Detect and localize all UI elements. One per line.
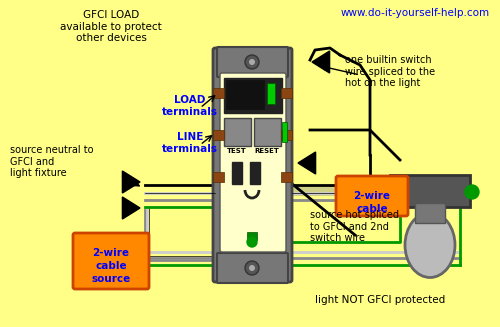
Circle shape — [247, 237, 257, 247]
Text: one builtin switch
wire spliced to the
hot on the light: one builtin switch wire spliced to the h… — [345, 55, 435, 88]
Polygon shape — [122, 197, 140, 219]
Bar — [224, 78, 282, 113]
Bar — [213, 88, 224, 98]
Bar — [390, 175, 470, 207]
Polygon shape — [122, 171, 140, 193]
Bar — [383, 182, 393, 194]
Bar — [282, 122, 287, 142]
Text: source hot spliced
to GFCI and 2nd
switch wire: source hot spliced to GFCI and 2nd switc… — [310, 210, 399, 243]
Bar — [226, 80, 264, 109]
Text: 2-wire: 2-wire — [354, 191, 391, 201]
Bar — [281, 172, 292, 182]
Text: TEST: TEST — [227, 148, 247, 154]
FancyBboxPatch shape — [336, 176, 408, 216]
Bar — [281, 88, 292, 98]
Text: LOAD
terminals: LOAD terminals — [162, 95, 218, 117]
FancyBboxPatch shape — [217, 47, 288, 77]
FancyBboxPatch shape — [220, 73, 286, 252]
Circle shape — [245, 261, 259, 275]
Bar — [224, 118, 251, 146]
FancyBboxPatch shape — [73, 233, 149, 289]
Polygon shape — [298, 152, 316, 174]
Bar — [415, 203, 445, 223]
Text: source neutral to
GFCI and
light fixture: source neutral to GFCI and light fixture — [10, 145, 94, 178]
Bar — [213, 172, 224, 182]
Text: source: source — [92, 274, 130, 284]
FancyBboxPatch shape — [217, 253, 288, 283]
Text: LINE
terminals: LINE terminals — [162, 132, 218, 154]
FancyBboxPatch shape — [213, 48, 292, 282]
Text: cable: cable — [95, 261, 127, 271]
Bar — [213, 130, 224, 140]
Bar — [281, 130, 292, 140]
Text: GFCI LOAD
available to protect
other devices: GFCI LOAD available to protect other dev… — [60, 10, 162, 43]
Circle shape — [245, 55, 259, 69]
Text: cable: cable — [356, 204, 388, 214]
Ellipse shape — [405, 213, 455, 278]
Circle shape — [249, 59, 255, 65]
Text: www.do-it-yourself-help.com: www.do-it-yourself-help.com — [341, 8, 490, 18]
Bar — [232, 162, 242, 184]
Text: RESET: RESET — [254, 148, 280, 154]
Text: light NOT GFCI protected: light NOT GFCI protected — [315, 295, 445, 305]
Bar — [247, 232, 257, 240]
Polygon shape — [312, 51, 330, 73]
Bar — [250, 162, 260, 184]
Circle shape — [249, 265, 255, 271]
Text: 2-wire: 2-wire — [92, 248, 130, 258]
Bar — [267, 83, 275, 104]
Circle shape — [465, 185, 479, 199]
Bar — [254, 118, 281, 146]
